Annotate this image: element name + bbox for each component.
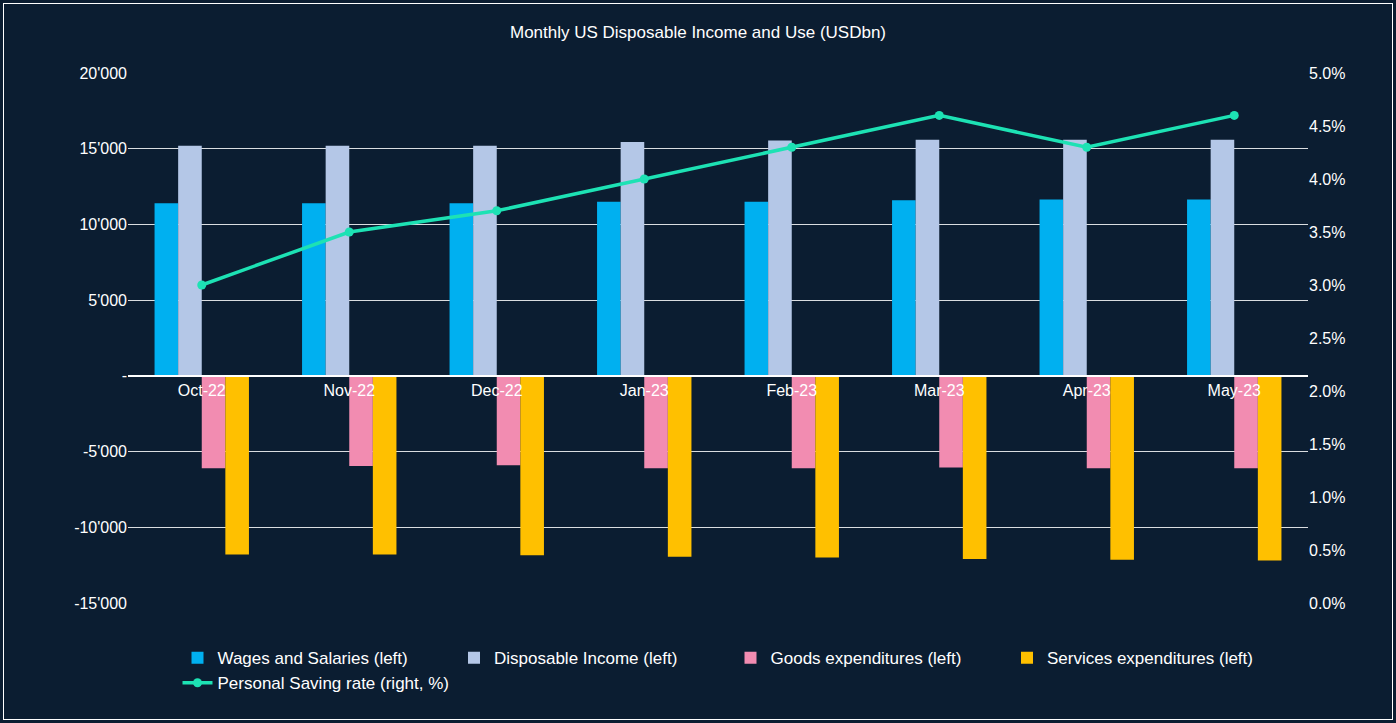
svg-text:4.5%: 4.5% [1309, 118, 1345, 135]
svg-text:Dec-22: Dec-22 [471, 382, 523, 399]
svg-text:Services expenditures (left): Services expenditures (left) [1047, 649, 1253, 668]
svg-text:2.5%: 2.5% [1309, 330, 1345, 347]
svg-text:20'000: 20'000 [79, 65, 127, 82]
svg-text:Mar-23: Mar-23 [914, 382, 965, 399]
svg-text:10'000: 10'000 [79, 216, 127, 233]
svg-text:2.0%: 2.0% [1309, 383, 1345, 400]
svg-text:5'000: 5'000 [88, 292, 127, 309]
svg-text:-5'000: -5'000 [83, 443, 127, 460]
svg-text:Apr-23: Apr-23 [1063, 382, 1111, 399]
svg-text:May-23: May-23 [1208, 382, 1261, 399]
svg-text:-10'000: -10'000 [74, 519, 127, 536]
svg-text:4.0%: 4.0% [1309, 171, 1345, 188]
svg-text:Personal Saving rate (right, %: Personal Saving rate (right, %) [218, 674, 450, 693]
svg-text:Wages and Salaries (left): Wages and Salaries (left) [218, 649, 408, 668]
svg-text:-: - [122, 367, 127, 384]
svg-text:Disposable Income (left): Disposable Income (left) [494, 649, 677, 668]
svg-text:15'000: 15'000 [79, 140, 127, 157]
svg-text:1.0%: 1.0% [1309, 489, 1345, 506]
svg-text:3.5%: 3.5% [1309, 224, 1345, 241]
svg-text:-15'000: -15'000 [74, 595, 127, 612]
svg-text:Nov-22: Nov-22 [323, 382, 375, 399]
svg-text:5.0%: 5.0% [1309, 65, 1345, 82]
svg-text:3.0%: 3.0% [1309, 277, 1345, 294]
svg-text:0.0%: 0.0% [1309, 595, 1345, 612]
svg-text:Goods expenditures (left): Goods expenditures (left) [771, 649, 962, 668]
svg-text:Oct-22: Oct-22 [178, 382, 226, 399]
svg-text:1.5%: 1.5% [1309, 436, 1345, 453]
svg-text:Jan-23: Jan-23 [620, 382, 669, 399]
svg-text:Monthly US Disposable Income a: Monthly US Disposable Income and Use (US… [510, 23, 886, 42]
svg-text:0.5%: 0.5% [1309, 542, 1345, 559]
svg-text:Feb-23: Feb-23 [766, 382, 817, 399]
